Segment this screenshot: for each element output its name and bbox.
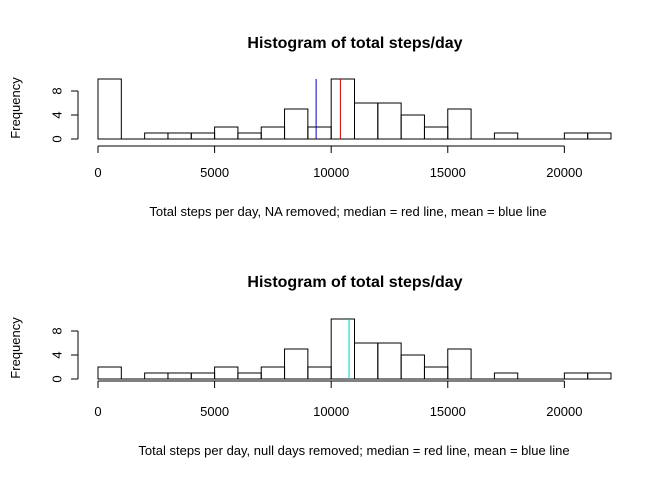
histogram-bar <box>307 366 332 380</box>
x-tick-label: 0 <box>94 404 101 419</box>
x-tick-label: 20000 <box>546 404 582 419</box>
panel-1: Histogram of total steps/day Frequency T… <box>8 35 612 219</box>
x-tick-label: 5000 <box>200 165 229 180</box>
histogram-bar <box>563 132 589 140</box>
x-tick-label: 10000 <box>313 165 349 180</box>
histogram-bar <box>214 366 239 380</box>
histogram-bar <box>97 366 122 380</box>
histogram-bar <box>190 372 216 380</box>
histogram-bar <box>190 132 216 140</box>
histogram-bar <box>423 366 449 380</box>
histogram-bar <box>237 372 262 380</box>
histogram-bar <box>377 102 402 140</box>
histogram-bar <box>330 318 356 380</box>
histogram-bar <box>97 78 122 140</box>
y-tick-label: 4 <box>49 351 64 358</box>
panel-1-title: Histogram of total steps/day <box>247 35 462 52</box>
histogram-bar <box>307 126 332 140</box>
panel-1-bars <box>97 78 612 140</box>
panel-2-x-axis: 0 5000 10000 15000 20000 <box>94 380 582 419</box>
histogram-bar <box>167 132 192 140</box>
histogram-bar <box>423 126 449 140</box>
histogram-bar <box>144 132 169 140</box>
histogram-bar <box>563 372 589 380</box>
histogram-bar <box>493 372 519 380</box>
histogram-bar <box>400 114 425 140</box>
x-tick-label: 10000 <box>313 404 349 419</box>
x-tick-label: 15000 <box>430 165 466 180</box>
panel-1-y-axis: 0 4 8 <box>49 87 79 143</box>
histogram-bar <box>493 132 519 140</box>
histogram-bar <box>167 372 192 380</box>
histogram-bar <box>400 354 425 380</box>
panel-1-x-axis: 0 5000 10000 15000 20000 <box>94 145 582 180</box>
x-tick-label: 15000 <box>430 404 466 419</box>
histogram-bar <box>354 102 379 140</box>
histogram-bar <box>144 372 169 380</box>
y-tick-label: 4 <box>49 111 64 118</box>
histogram-bar <box>330 78 356 140</box>
panel-1-reference-lines <box>315 79 341 139</box>
panel-2-x-axis-label: Total steps per day, null days removed; … <box>138 443 569 458</box>
histogram-bar <box>284 108 309 140</box>
panel-2: Histogram of total steps/day Frequency T… <box>8 274 612 458</box>
histogram-bar <box>237 132 262 140</box>
panel-2-title: Histogram of total steps/day <box>247 274 462 291</box>
panel-2-y-axis: 0 4 8 <box>49 327 79 383</box>
x-tick-label: 20000 <box>546 165 582 180</box>
histogram-bar <box>260 126 286 140</box>
y-tick-label: 0 <box>49 375 64 382</box>
panel-1-y-axis-label: Frequency <box>8 77 23 139</box>
histogram-bar <box>587 132 612 140</box>
histogram-bar <box>447 348 472 380</box>
histogram-bar <box>284 348 309 380</box>
histogram-bar <box>214 126 239 140</box>
y-tick-label: 0 <box>49 135 64 142</box>
y-tick-label: 8 <box>49 87 64 94</box>
histogram-bar <box>260 366 286 380</box>
histogram-bar <box>377 342 402 380</box>
x-tick-label: 5000 <box>200 404 229 419</box>
histogram-bar <box>587 372 612 380</box>
panel-1-x-axis-label: Total steps per day, NA removed; median … <box>149 204 546 219</box>
panel-2-bars <box>97 318 612 380</box>
histogram-bar <box>447 108 472 140</box>
y-tick-label: 8 <box>49 327 64 334</box>
panel-2-y-axis-label: Frequency <box>8 317 23 379</box>
histogram-bar <box>354 342 379 380</box>
x-tick-label: 0 <box>94 165 101 180</box>
